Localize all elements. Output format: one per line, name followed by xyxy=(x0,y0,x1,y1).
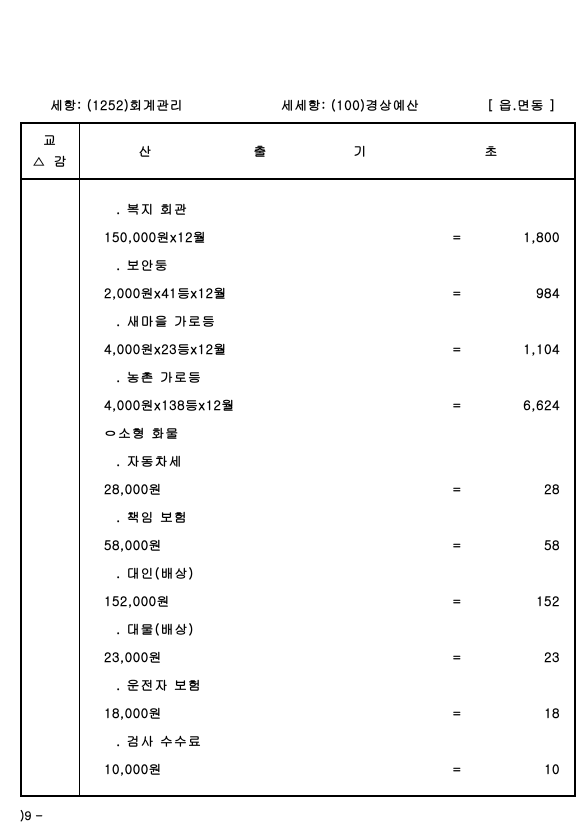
row-text: 23,000원 xyxy=(104,647,444,666)
header-left-label: 세항: xyxy=(50,95,82,114)
row-eq: = xyxy=(444,647,470,666)
table-body: . 복지 회관150,000원x12월=1,800. 보안둥2,000원x41등… xyxy=(22,180,574,795)
row-eq: = xyxy=(444,339,470,358)
table-head: 교 △ 감 산 출 기 초 xyxy=(22,124,574,180)
body-main: . 복지 회관150,000원x12월=1,800. 보안둥2,000원x41등… xyxy=(80,180,574,795)
table-row: 18,000원=18 xyxy=(102,703,560,722)
table-row: 150,000원x12월=1,800 xyxy=(102,227,560,246)
row-eq: = xyxy=(444,227,470,246)
table-row: . 책임 보험 xyxy=(102,507,560,526)
row-value: 1,800 xyxy=(470,227,560,246)
row-eq: = xyxy=(444,395,470,414)
table-row: . 복지 회관 xyxy=(102,199,560,218)
table-frame: 교 △ 감 산 출 기 초 . 복지 회관150,000원x12월=1,800.… xyxy=(20,122,576,797)
row-eq: = xyxy=(444,283,470,302)
table-row: . 대인(배상) xyxy=(102,563,560,582)
col-cho: 초 xyxy=(410,141,574,160)
table-row: . 검사 수수료 xyxy=(102,731,560,750)
row-text: 152,000원 xyxy=(104,591,444,610)
row-value: 1,104 xyxy=(470,339,560,358)
row-value: 58 xyxy=(470,535,560,554)
table-row: 152,000원=152 xyxy=(102,591,560,610)
col1-bot: △ 감 xyxy=(24,151,77,172)
row-text: 150,000원x12월 xyxy=(104,227,444,246)
row-value: 18 xyxy=(470,703,560,722)
table-row: . 보안둥 xyxy=(102,255,560,274)
header-left: 세항: (1252)회계관리 xyxy=(50,95,183,114)
col-chul: 출 xyxy=(210,141,310,160)
table-row: 10,000원=10 xyxy=(102,759,560,778)
col1-top: 교 xyxy=(24,130,77,151)
row-text: 28,000원 xyxy=(104,479,444,498)
table-row: . 운전자 보험 xyxy=(102,675,560,694)
header-left-code: (1252)회계관리 xyxy=(87,95,184,114)
row-value: 28 xyxy=(470,479,560,498)
row-eq: = xyxy=(444,535,470,554)
header-mid-label: 세세항: xyxy=(281,95,326,114)
table-row: 2,000원x41등x12월=984 xyxy=(102,283,560,302)
table-row: . 농촌 가로등 xyxy=(102,367,560,386)
table-row: 23,000원=23 xyxy=(102,647,560,666)
col-san: 산 xyxy=(80,141,210,160)
row-value: 6,624 xyxy=(470,395,560,414)
row-eq: = xyxy=(444,759,470,778)
table-row: 28,000원=28 xyxy=(102,479,560,498)
row-text: 10,000원 xyxy=(104,759,444,778)
col1-header: 교 △ 감 xyxy=(22,124,80,178)
body-col1 xyxy=(22,180,80,795)
col-gi: 기 xyxy=(310,141,410,160)
row-text: 2,000원x41등x12월 xyxy=(104,283,444,302)
table-row: . 대물(배상) xyxy=(102,619,560,638)
table-row: ㅇ소형 화물 xyxy=(102,423,560,442)
row-text: 4,000원x23등x12월 xyxy=(104,339,444,358)
col-titles: 산 출 기 초 xyxy=(80,124,574,178)
page-footer: )9 - xyxy=(20,807,43,824)
table-row: 4,000원x23등x12월=1,104 xyxy=(102,339,560,358)
row-text: 58,000원 xyxy=(104,535,444,554)
row-text: 4,000원x138등x12월 xyxy=(104,395,444,414)
row-eq: = xyxy=(444,479,470,498)
table-row: . 자동차세 xyxy=(102,451,560,470)
row-text: 18,000원 xyxy=(104,703,444,722)
header-right: [ 읍.면동 ] xyxy=(487,95,566,114)
row-value: 984 xyxy=(470,283,560,302)
header-line: 세항: (1252)회계관리 세세항: (100)경상예산 [ 읍.면동 ] xyxy=(20,95,576,122)
row-value: 10 xyxy=(470,759,560,778)
row-eq: = xyxy=(444,703,470,722)
header-mid-code: (100)경상예산 xyxy=(331,95,420,114)
table-row: . 새마을 가로등 xyxy=(102,311,560,330)
table-row: 4,000원x138등x12월=6,624 xyxy=(102,395,560,414)
row-value: 152 xyxy=(470,591,560,610)
table-row: 58,000원=58 xyxy=(102,535,560,554)
row-value: 23 xyxy=(470,647,560,666)
header-mid: 세세항: (100)경상예산 xyxy=(183,95,487,114)
row-eq: = xyxy=(444,591,470,610)
